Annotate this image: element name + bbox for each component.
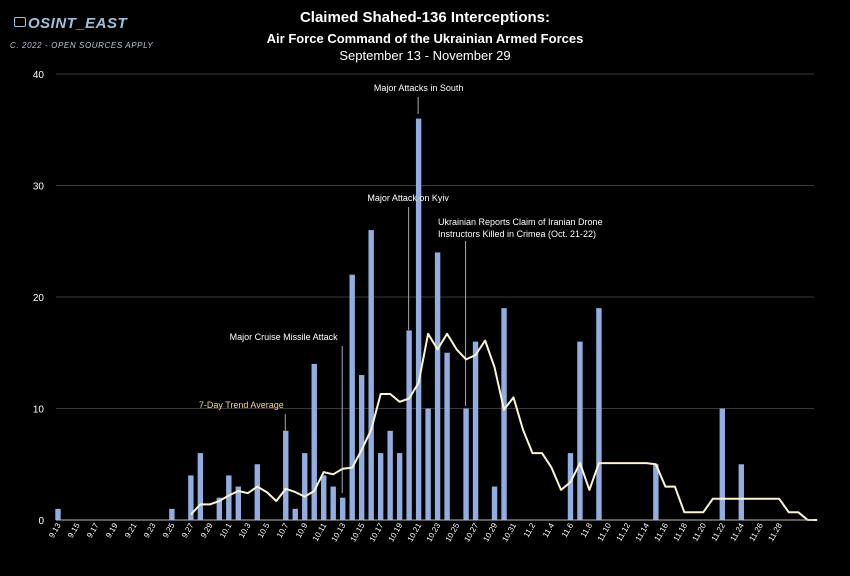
x-tick-label: 9.27	[180, 521, 196, 539]
x-tick-label: 10.19	[387, 521, 405, 543]
x-tick-label: 10.9	[294, 521, 310, 539]
bar	[577, 341, 583, 520]
x-tick-label: 9.17	[85, 521, 101, 539]
x-tick-label: 11.28	[766, 521, 784, 543]
x-tick-label: 11.12	[615, 521, 633, 543]
bar	[216, 497, 223, 520]
x-tick-label: 9.23	[142, 521, 158, 539]
x-tick-label: 10.21	[406, 521, 424, 543]
bar	[719, 408, 725, 520]
x-tick-label: 11.14	[634, 521, 652, 543]
x-tick-label: 10.7	[275, 521, 291, 539]
x-tick-label: 9.15	[66, 521, 82, 539]
bar	[501, 308, 507, 520]
x-tick-label: 11.26	[747, 521, 765, 543]
bar	[55, 508, 61, 520]
annotation-label: Major Cruise Missile Attack	[230, 332, 339, 342]
bar	[425, 408, 431, 520]
bar	[254, 464, 260, 520]
bar	[491, 486, 498, 520]
annotation-label: Major Attacks in South	[374, 83, 464, 93]
x-tick-label: 11.8	[579, 521, 595, 539]
bar	[377, 453, 384, 520]
bar	[321, 475, 327, 520]
brand-credit: C. 2022 - OPEN SOURCES APPLY	[10, 41, 154, 50]
chart-subtitle: Air Force Command of the Ukrainian Armed…	[266, 31, 584, 46]
trend-line	[190, 332, 818, 521]
x-tick-label: 10.27	[462, 521, 480, 543]
x-tick-label: 11.6	[560, 521, 576, 539]
bar	[463, 408, 469, 520]
x-tick-label: 9.25	[161, 521, 177, 539]
x-tick-label: 9.21	[123, 521, 139, 539]
annotation-label: 7-Day Trend Average	[199, 400, 284, 410]
x-tick-label: 10.3	[237, 521, 253, 539]
chart-date-range: September 13 - November 29	[339, 48, 511, 63]
bar	[235, 486, 242, 520]
bar	[653, 464, 659, 520]
x-tick-label: 10.5	[256, 521, 272, 539]
bar	[472, 341, 479, 520]
bar	[444, 352, 450, 520]
x-tick-label: 10.13	[330, 521, 348, 543]
x-tick-label: 10.15	[349, 521, 367, 543]
y-tick-label: 0	[38, 516, 44, 527]
x-tick-label: 10.17	[368, 521, 386, 543]
bar	[596, 308, 602, 520]
bar	[226, 475, 232, 520]
x-tick-label: 11.10	[596, 521, 614, 543]
x-tick-label: 11.20	[691, 521, 709, 543]
x-tick-label: 11.24	[728, 521, 746, 543]
x-tick-label: 10.31	[500, 521, 518, 543]
screen-icon	[14, 17, 26, 27]
y-tick-label: 30	[33, 182, 45, 193]
bar	[567, 453, 574, 520]
bar	[292, 508, 298, 520]
x-tick-label: 9.13	[47, 521, 63, 539]
y-tick-label: 20	[33, 293, 45, 304]
bar	[349, 274, 355, 520]
x-tick-label: 9.29	[199, 521, 215, 539]
bar	[340, 497, 346, 520]
bar	[188, 475, 194, 520]
bar	[434, 252, 441, 520]
bar	[738, 464, 744, 520]
bar	[311, 363, 317, 520]
x-tick-label: 9.19	[104, 521, 120, 539]
annotation-label: Major Attack on Kyiv	[367, 193, 449, 203]
bar	[387, 430, 393, 520]
bar	[169, 508, 175, 520]
brand-logo-text: OSINT_EAST	[28, 15, 128, 32]
x-tick-label: 11.22	[710, 521, 728, 543]
y-tick-label: 40	[33, 70, 45, 81]
bar	[396, 453, 403, 520]
x-tick-label: 10.11	[311, 521, 329, 543]
bar	[415, 118, 422, 520]
bar	[302, 453, 308, 520]
x-tick-label: 11.18	[672, 521, 690, 543]
x-tick-label: 10.29	[481, 521, 499, 543]
x-tick-label: 11.16	[653, 521, 671, 543]
chart-title: Claimed Shahed-136 Interceptions:	[299, 9, 551, 26]
bar	[406, 330, 412, 520]
brand-logo: OSINT_EAST	[14, 15, 127, 32]
bar	[330, 486, 336, 520]
x-tick-label: 11.4	[541, 521, 557, 539]
bar	[368, 230, 374, 520]
x-tick-label: 11.2	[522, 521, 538, 539]
annotation-label: Instructors Killed in Crimea (Oct. 21-22…	[438, 229, 596, 239]
x-tick-label: 10.23	[425, 521, 443, 543]
bar	[197, 453, 204, 520]
y-tick-label: 10	[33, 405, 45, 416]
annotation-label: Ukrainian Reports Claim of Iranian Drone	[438, 217, 603, 227]
x-tick-label: 10.25	[444, 521, 462, 543]
x-tick-label: 10.1	[218, 521, 234, 539]
